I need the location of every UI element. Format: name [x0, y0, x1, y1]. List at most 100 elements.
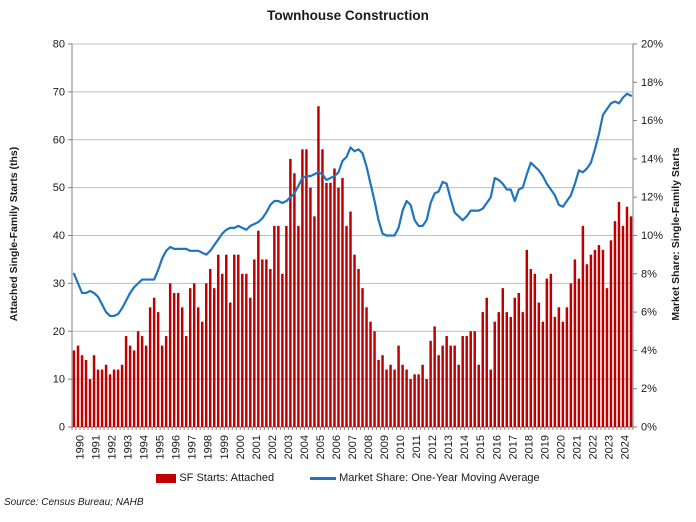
- bar-sf-starts-attached: [449, 345, 452, 427]
- bar-sf-starts-attached: [132, 350, 136, 427]
- right-axis-title: Market Share: Single-Family Starts: [670, 147, 682, 321]
- plot-area: 0 10 20 30 40 50 60 70 80 0% 2% 4% 6% 8% 10% 12% 14% 16% 1…: [53, 39, 663, 460]
- bar-sf-starts-attached: [589, 254, 593, 427]
- bar-sf-starts-attached: [405, 369, 408, 427]
- bar-sf-starts-attached: [457, 364, 460, 427]
- bar-sf-starts-attached: [221, 273, 224, 427]
- bar-sf-starts-attached: [160, 345, 164, 427]
- bar-sf-starts-attached: [365, 307, 368, 427]
- bar-sf-starts-attached: [485, 297, 488, 427]
- bar-sf-starts-attached: [337, 187, 340, 427]
- x-axis-year-label: 2018: [523, 435, 535, 459]
- bar-sf-starts-attached: [124, 336, 128, 427]
- bar-sf-starts-attached: [401, 364, 404, 427]
- right-axis-tick-label: 4%: [641, 345, 657, 357]
- left-axis-tick-label: 0: [59, 422, 65, 434]
- bar-sf-starts-attached: [281, 273, 284, 427]
- left-axis-tick-label: 50: [53, 182, 65, 194]
- bar-sf-starts-attached: [429, 340, 432, 427]
- bar-sf-starts-attached: [273, 225, 276, 427]
- right-axis-tick-label: 16%: [641, 115, 663, 127]
- bar-sf-starts-attached: [541, 321, 545, 427]
- bar-sf-starts-attached: [369, 321, 372, 427]
- bar-sf-starts-attached: [441, 345, 444, 427]
- x-axis-year-label: 1991: [91, 435, 103, 459]
- bar-sf-starts-attached: [385, 369, 388, 427]
- bar-sf-starts-attached: [136, 331, 140, 427]
- legend-label-bars: SF Starts: Attached: [179, 472, 275, 484]
- bar-sf-starts-attached: [509, 316, 513, 427]
- bar-sf-starts-attached: [489, 369, 492, 427]
- x-axis-year-label: 2007: [347, 435, 359, 459]
- x-axis-year-label: 2001: [251, 435, 263, 459]
- bar-sf-starts-attached: [120, 364, 124, 427]
- bar-sf-starts-attached: [285, 225, 288, 427]
- bar-sf-starts-attached: [329, 182, 332, 427]
- bar-sf-starts-attached: [269, 269, 272, 427]
- right-axis-tick-label: 18%: [641, 77, 663, 89]
- bar-sf-starts-attached: [373, 331, 376, 427]
- bar-sf-starts-attached: [144, 345, 148, 427]
- right-axis-tick-label: 2%: [641, 383, 657, 395]
- x-axis-year-label: 2015: [475, 435, 487, 459]
- bar-sf-starts-attached: [345, 225, 348, 427]
- bar-sf-starts-attached: [617, 201, 621, 427]
- bar-sf-starts-attached: [393, 369, 396, 427]
- bar-sf-starts-attached: [473, 331, 476, 427]
- left-axis-tick-label: 20: [53, 326, 65, 338]
- bar-sf-starts-attached: [621, 225, 625, 427]
- bar-sf-starts-attached: [381, 355, 384, 427]
- bar-sf-starts-attached: [601, 249, 605, 427]
- legend-label-line: Market Share: One-Year Moving Average: [339, 472, 540, 484]
- bar-sf-starts-attached: [245, 273, 248, 427]
- x-axis-year-label: 2004: [299, 435, 311, 459]
- bar-sf-starts-attached: [573, 259, 577, 427]
- bar-sf-starts-attached: [349, 211, 352, 427]
- right-axis-tick-label: 10%: [641, 230, 663, 242]
- bar-sf-starts-attached: [96, 369, 100, 427]
- bar-sf-starts-attached: [481, 312, 484, 427]
- x-axis-year-label: 1992: [107, 435, 119, 459]
- legend-item-bars: SF Starts: Attached: [156, 472, 274, 484]
- bar-sf-starts-attached: [180, 307, 184, 427]
- bar-sf-starts-attached: [128, 345, 132, 427]
- bar-sf-starts-attached: [517, 292, 521, 427]
- bar-sf-starts-attached: [196, 307, 200, 427]
- left-axis-title: Attached Single-Family Starts (ths): [8, 146, 20, 322]
- bar-sf-starts-attached: [209, 269, 212, 427]
- x-axis-year-label: 2002: [267, 435, 279, 459]
- x-axis-year-label: 2017: [507, 435, 519, 459]
- bar-sf-starts-attached: [325, 182, 328, 427]
- bar-sf-starts-attached: [261, 259, 264, 427]
- bar-sf-starts-attached: [108, 374, 112, 427]
- right-axis-tick-label: 12%: [641, 192, 663, 204]
- bar-sf-starts-attached: [437, 355, 440, 427]
- left-axis-tick-label: 60: [53, 134, 65, 146]
- bar-sf-starts-attached: [409, 379, 412, 427]
- bar-sf-starts-attached: [277, 225, 280, 427]
- bar-sf-starts-attached: [253, 259, 256, 427]
- bar-sf-starts-attached: [609, 240, 613, 427]
- x-axis-year-label: 2009: [379, 435, 391, 459]
- bar-sf-starts-attached: [593, 249, 597, 427]
- left-axis-tick-label: 30: [53, 278, 65, 290]
- bar-sf-starts-attached: [116, 369, 120, 427]
- bar-sf-starts-attached: [188, 288, 192, 427]
- bar-sf-starts-attached: [361, 288, 364, 427]
- x-axis-year-label: 2005: [315, 435, 327, 459]
- bar-sf-starts-attached: [493, 321, 496, 427]
- bar-sf-starts-attached: [156, 312, 160, 427]
- bar-sf-starts-attached: [569, 283, 573, 427]
- bar-sf-starts-attached: [625, 206, 629, 427]
- x-axis-year-label: 2019: [539, 435, 551, 459]
- bar-sf-starts-attached: [229, 302, 232, 427]
- bar-sf-starts-attached: [265, 259, 268, 427]
- bar-sf-starts-attached: [421, 364, 424, 427]
- bar-sf-starts-attached: [533, 273, 537, 427]
- x-axis-year-label: 1994: [139, 435, 151, 459]
- bar-sf-starts-attached: [233, 254, 236, 427]
- bar-sf-starts-attached: [513, 297, 517, 427]
- bar-sf-starts-attached: [377, 359, 380, 427]
- x-axis-year-label: 2012: [427, 435, 439, 459]
- bar-sf-starts-attached: [413, 374, 416, 427]
